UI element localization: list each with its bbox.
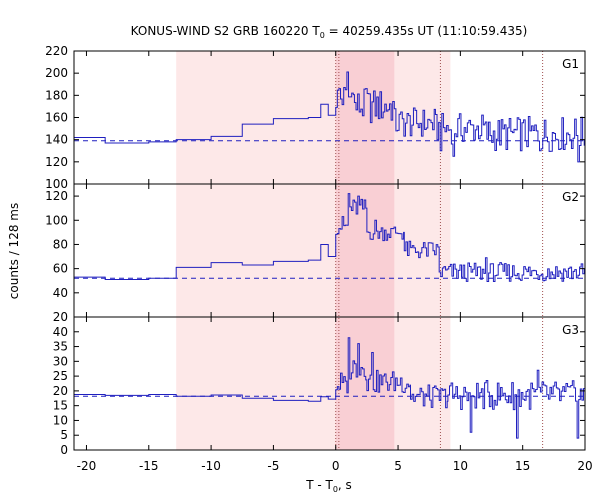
y-tick-label: 40 [53,286,68,300]
x-tick-label: 20 [577,459,592,473]
panel-frame [73,316,586,451]
y-tick-label: 10 [53,413,68,427]
y-tick-label: 20 [53,384,68,398]
y-tick-label: 30 [53,354,68,368]
lightcurve-series-g1 [74,71,585,163]
x-tick-label: 15 [515,459,530,473]
x-axis-title-sub: 0 [333,485,338,494]
y-tick-label: 220 [45,44,68,58]
lightcurve-series-g2 [74,193,585,282]
x-tick-label: -20 [77,459,97,473]
x-tick-label: -10 [201,459,221,473]
chart-title-post: = 40259.435s UT (11:10:59.435) [325,24,528,38]
y-tick-label: 60 [53,262,68,276]
y-tick-label: 120 [45,189,68,203]
x-tick-label: 0 [332,459,340,473]
y-tick-label: 15 [53,399,68,413]
y-tick-label: 120 [45,155,68,169]
x-axis-title: T - T0, s [305,478,352,494]
x-tick-label: 5 [394,459,402,473]
shaded-interval-inner [335,51,395,450]
panel-g1: 100 120 140 160 180 200 220 G1 [45,44,586,191]
x-tick-label: -15 [139,459,159,473]
lightcurve-series-g3 [74,337,585,439]
y-tick-label: 40 [53,325,68,339]
y-tick-label: 0 [60,443,68,457]
x-axis-title-post: , s [338,478,352,492]
y-tick-label: 20 [53,310,68,324]
y-tick-label: 25 [53,369,68,383]
y-tick-label: 5 [60,428,68,442]
x-tick-label: -5 [267,459,279,473]
chart-title: KONUS-WIND S2 GRB 160220 T0 = 40259.435s… [131,24,528,40]
y-tick-label: 200 [45,66,68,80]
y-tick-label: 100 [45,213,68,227]
chart-title-sub: 0 [320,31,325,40]
y-tick-label: 160 [45,111,68,125]
panel-label-g2: G2 [562,190,579,204]
x-axis-title-pre: T - T [305,478,333,492]
y-tick-label: 180 [45,88,68,102]
chart-title-pre: KONUS-WIND S2 GRB 160220 T [131,24,321,38]
y-tick-label: 100 [45,177,68,191]
panel-label-g3: G3 [562,323,579,337]
y-tick-label: 35 [53,340,68,354]
x-tick-label: 10 [453,459,468,473]
panel-label-g1: G1 [562,57,579,71]
y-tick-label: 140 [45,133,68,147]
y-tick-label: 80 [53,237,68,251]
y-axis-title: counts / 128 ms [7,203,21,299]
